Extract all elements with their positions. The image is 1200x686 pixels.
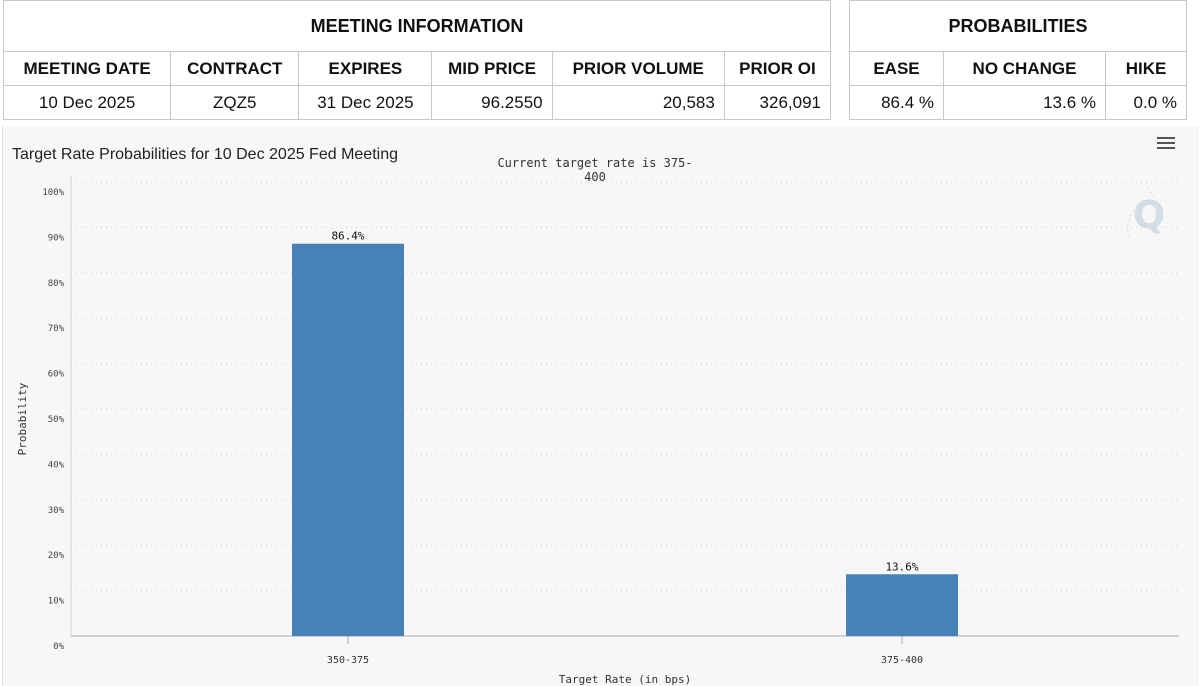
y-tick-label: 10% bbox=[48, 597, 65, 607]
probabilities-title: PROBABILITIES bbox=[849, 0, 1187, 52]
hamburger-menu-icon[interactable] bbox=[1157, 137, 1175, 151]
header-mid-price: MID PRICE bbox=[431, 51, 553, 86]
y-tick-label: 90% bbox=[48, 233, 65, 243]
contract-value: ZQZ5 bbox=[170, 85, 300, 120]
meeting-information-table: MEETING INFORMATION MEETING DATE CONTRAC… bbox=[2, 0, 832, 120]
svg-text:Q: Q bbox=[1133, 193, 1165, 237]
x-tick-label: 350-375 bbox=[327, 655, 369, 666]
y-tick-label: 50% bbox=[48, 415, 65, 425]
header-contract: CONTRACT bbox=[170, 51, 300, 86]
header-ease: EASE bbox=[849, 51, 944, 86]
x-axis-title: Target Rate (in bps) bbox=[559, 673, 691, 686]
y-tick-label: 20% bbox=[48, 551, 65, 561]
header-prior-volume: PRIOR VOLUME bbox=[551, 51, 725, 86]
data-label: 13.6% bbox=[885, 560, 918, 573]
header-hike: HIKE bbox=[1105, 51, 1187, 86]
header-no-change: NO CHANGE bbox=[943, 51, 1106, 86]
y-tick-label: 80% bbox=[48, 279, 65, 289]
data-label: 86.4% bbox=[331, 230, 364, 243]
meeting-date-value: 10 Dec 2025 bbox=[2, 85, 172, 120]
header-expires: EXPIRES bbox=[298, 51, 433, 86]
x-tick-label: 375-400 bbox=[881, 655, 923, 666]
mid-price-value: 96.2550 bbox=[431, 85, 553, 120]
bar-375-400 bbox=[846, 574, 958, 636]
meeting-information-title: MEETING INFORMATION bbox=[3, 0, 831, 52]
y-tick-label: 100% bbox=[42, 188, 64, 198]
y-tick-label: 60% bbox=[48, 370, 65, 380]
bar-350-375 bbox=[292, 243, 404, 636]
expires-value: 31 Dec 2025 bbox=[298, 85, 433, 120]
prior-oi-value: 326,091 bbox=[723, 85, 832, 120]
chart-title: Target Rate Probabilities for 10 Dec 202… bbox=[12, 146, 398, 163]
no-change-value: 13.6 % bbox=[943, 85, 1106, 120]
probability-chart: 0% 10% 20% 30% 40% 50% 60% 70% 80% 90% 100% 86.4% 35… bbox=[2, 126, 1199, 686]
ease-value: 86.4 % bbox=[849, 85, 944, 120]
y-tick-label: 30% bbox=[48, 506, 65, 516]
y-axis-title: Probability bbox=[16, 382, 29, 455]
chart-plot-area: 0% 10% 20% 30% 40% 50% 60% 70% 80% 90% 100% 86.4% 35… bbox=[16, 176, 1179, 686]
q-logo-icon: Q bbox=[1126, 187, 1165, 237]
header-prior-oi: PRIOR OI bbox=[723, 51, 832, 86]
y-tick-label: 40% bbox=[48, 460, 65, 470]
y-tick-label: 0% bbox=[53, 642, 64, 652]
hike-value: 0.0 % bbox=[1105, 85, 1187, 120]
chart-subtitle: Current target rate is 375-400 bbox=[497, 156, 693, 184]
y-tick-label: 70% bbox=[48, 324, 65, 334]
probabilities-table: PROBABILITIES EASE NO CHANGE HIKE 86.4 %… bbox=[849, 0, 1187, 120]
prior-volume-value: 20,583 bbox=[551, 85, 725, 120]
header-meeting-date: MEETING DATE bbox=[2, 51, 172, 86]
